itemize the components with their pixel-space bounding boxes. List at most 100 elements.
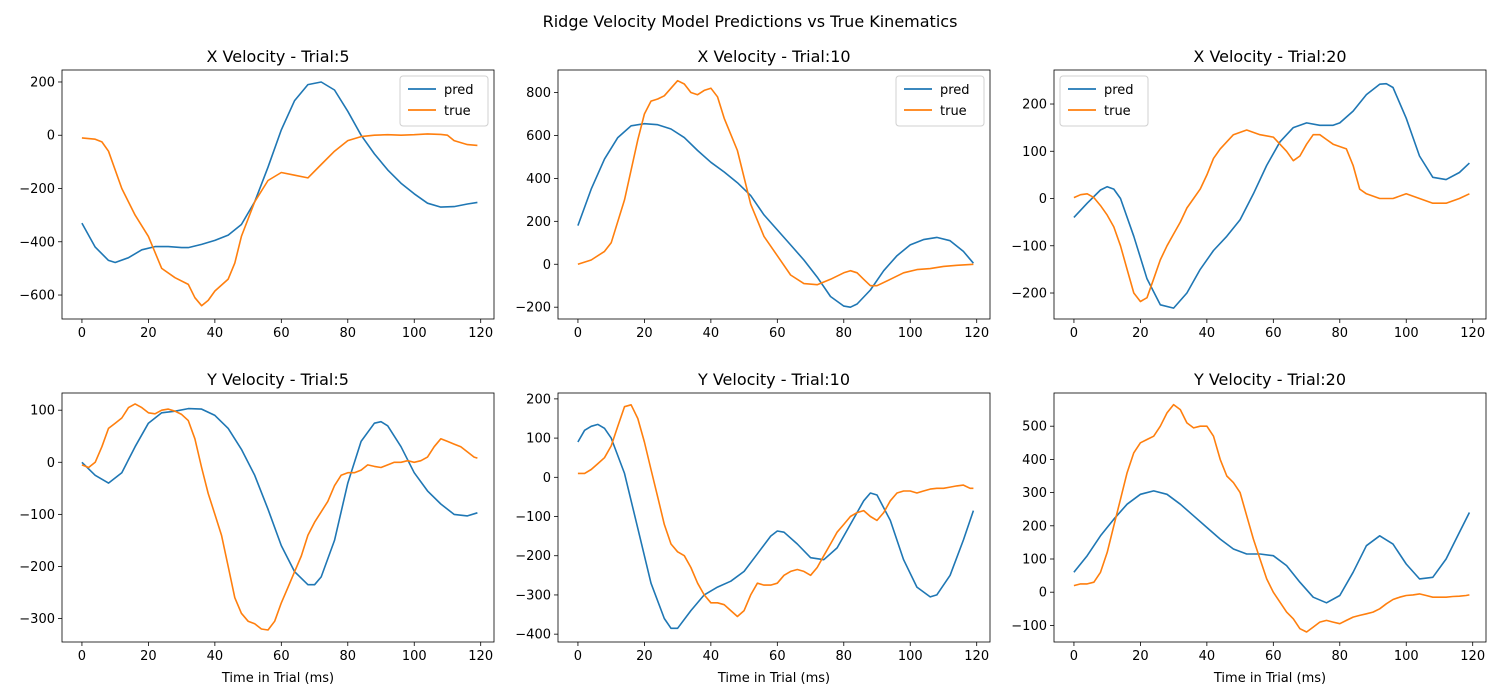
y-tick-label: 800: [526, 86, 551, 101]
y-tick-label: 100: [526, 432, 551, 447]
legend-label-pred: pred: [1104, 83, 1134, 98]
y-tick-label: 100: [1022, 145, 1047, 160]
y-tick-label: −100: [515, 510, 551, 525]
x-tick-label: 100: [898, 326, 923, 341]
x-tick-label: 20: [636, 326, 653, 341]
y-tick-label: 200: [30, 75, 55, 90]
x-axis-label: Time in Trial (ms): [221, 671, 334, 686]
legend-label-true: true: [444, 104, 471, 119]
x-tick-label: 40: [1199, 326, 1216, 341]
x-tick-label: 80: [1332, 649, 1349, 664]
legend-label-pred: pred: [940, 83, 970, 98]
panel-title: Y Velocity - Trial:10: [697, 370, 850, 389]
axes-frame: [1053, 69, 1487, 320]
x-tick-label: 20: [140, 649, 157, 664]
legend-label-pred: pred: [444, 83, 474, 98]
x-tick-label: 0: [78, 326, 86, 341]
x-tick-label: 100: [1394, 649, 1419, 664]
y-tick-label: −100: [1011, 619, 1047, 634]
series-line-true: [577, 404, 974, 618]
series-line-pred: [1073, 490, 1471, 604]
x-tick-label: 60: [769, 649, 786, 664]
y-tick-label: −200: [1011, 287, 1047, 302]
x-tick-label: 40: [703, 649, 720, 664]
y-tick-label: −400: [515, 628, 551, 643]
axes-frame: [61, 69, 495, 320]
x-axis-label: Time in Trial (ms): [1213, 671, 1326, 686]
x-tick-label: 120: [468, 649, 493, 664]
y-tick-label: 200: [1022, 98, 1047, 113]
axes-frame: [557, 69, 991, 320]
series-line-pred: [577, 423, 975, 630]
y-tick-label: 0: [47, 129, 55, 144]
x-tick-label: 100: [402, 649, 427, 664]
x-tick-label: 80: [1332, 326, 1349, 341]
chart-panel: X Velocity - Trial:10 0 20 40 60 80 100 120 −200…: [515, 47, 991, 341]
y-tick-label: −200: [19, 560, 55, 575]
y-tick-label: 0: [543, 471, 551, 486]
x-axis-label: Time in Trial (ms): [717, 671, 830, 686]
series-line-pred: [81, 407, 478, 586]
series-line-pred: [81, 81, 478, 264]
y-tick-label: 0: [1039, 586, 1047, 601]
x-tick-label: 0: [1070, 649, 1078, 664]
x-tick-label: 60: [273, 326, 290, 341]
chart-panel: Y Velocity - Trial:5 0 20 40 60 80 100 120 −300 −…: [19, 370, 495, 686]
y-tick-label: 400: [526, 172, 551, 187]
x-tick-label: 40: [1199, 649, 1216, 664]
x-tick-label: 120: [1460, 326, 1485, 341]
y-tick-label: 600: [526, 129, 551, 144]
x-tick-label: 120: [964, 326, 989, 341]
y-tick-label: 300: [1022, 486, 1047, 501]
x-tick-label: 120: [1460, 649, 1485, 664]
axes-frame: [61, 392, 495, 643]
y-tick-label: −300: [515, 588, 551, 603]
x-tick-label: 120: [468, 326, 493, 341]
legend-label-true: true: [1104, 104, 1131, 119]
x-tick-label: 60: [769, 326, 786, 341]
series-line-true: [1073, 129, 1470, 303]
series-line-true: [81, 403, 478, 631]
panel-title: Y Velocity - Trial:20: [1193, 370, 1346, 389]
series-line-true: [81, 133, 478, 307]
x-tick-label: 0: [574, 649, 582, 664]
series-line-true: [1073, 403, 1470, 633]
y-tick-label: 500: [1022, 420, 1047, 435]
y-tick-label: 0: [47, 456, 55, 471]
y-tick-label: −600: [19, 289, 55, 304]
y-tick-label: −200: [19, 182, 55, 197]
x-tick-label: 0: [78, 649, 86, 664]
x-tick-label: 60: [1265, 649, 1282, 664]
y-tick-label: 100: [1022, 553, 1047, 568]
y-tick-label: 200: [526, 392, 551, 407]
x-tick-label: 20: [140, 326, 157, 341]
figure-suptitle: Ridge Velocity Model Predictions vs True…: [543, 12, 958, 31]
panel-title: Y Velocity - Trial:5: [206, 370, 349, 389]
legend: pred true: [1059, 75, 1149, 127]
series-line-pred: [577, 122, 975, 308]
chart-panel: X Velocity - Trial:20 0 20 40 60 80 100 120 −200…: [1011, 47, 1487, 341]
chart-panel: X Velocity - Trial:5 0 20 40 60 80 100 120 −600 −…: [19, 47, 495, 341]
y-tick-label: 0: [1039, 192, 1047, 207]
x-tick-label: 60: [1265, 326, 1282, 341]
x-tick-label: 20: [636, 649, 653, 664]
x-tick-label: 40: [703, 326, 720, 341]
panel-title: X Velocity - Trial:10: [697, 47, 850, 66]
y-tick-label: 400: [1022, 453, 1047, 468]
x-tick-label: 100: [402, 326, 427, 341]
panel-title: X Velocity - Trial:5: [206, 47, 349, 66]
x-tick-label: 60: [273, 649, 290, 664]
y-tick-label: −100: [19, 508, 55, 523]
y-tick-label: 200: [526, 215, 551, 230]
x-tick-label: 40: [207, 649, 224, 664]
x-tick-label: 100: [1394, 326, 1419, 341]
y-tick-label: −200: [515, 549, 551, 564]
y-tick-label: 100: [30, 404, 55, 419]
x-tick-label: 40: [207, 326, 224, 341]
x-tick-label: 80: [836, 326, 853, 341]
legend-label-true: true: [940, 104, 967, 119]
x-tick-label: 80: [340, 326, 357, 341]
y-tick-label: 200: [1022, 519, 1047, 534]
panel-title: X Velocity - Trial:20: [1193, 47, 1346, 66]
